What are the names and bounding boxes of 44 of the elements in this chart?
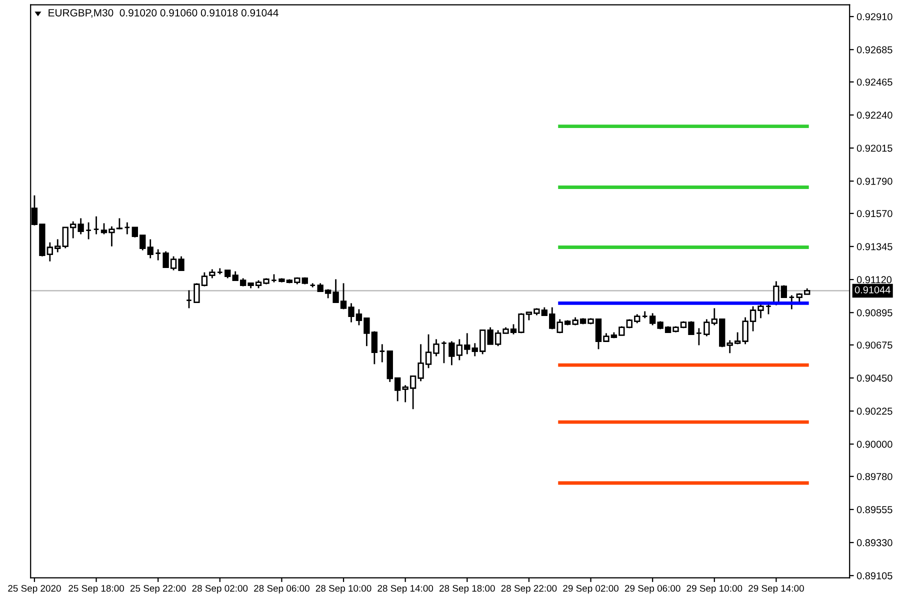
x-tick-label: 28 Sep 02:00 xyxy=(192,584,248,594)
candlestick xyxy=(154,248,162,261)
candlestick xyxy=(216,268,223,275)
x-tick-label: 29 Sep 06:00 xyxy=(624,584,680,594)
y-tick-label: 0.92015 xyxy=(856,144,892,152)
y-tick-label: 0.91345 xyxy=(856,243,892,250)
x-tick-label: 29 Sep 10:00 xyxy=(686,584,742,594)
candlestick xyxy=(93,216,100,235)
y-tick-label: 0.92910 xyxy=(856,13,892,20)
y-tick-label: 0.92465 xyxy=(856,78,892,86)
x-tick-label: 28 Sep 06:00 xyxy=(254,584,310,594)
y-tick-label: 0.91570 xyxy=(856,210,892,218)
x-tick-label: 28 Sep 10:00 xyxy=(316,584,372,594)
ref-line-label: 0.91044 xyxy=(854,286,890,294)
x-tick-label: 28 Sep 22:00 xyxy=(501,584,557,594)
y-tick-label: 0.90895 xyxy=(856,309,892,316)
y-tick-label: 0.90225 xyxy=(856,408,892,415)
x-tick-label: 28 Sep 18:00 xyxy=(440,584,495,594)
y-tick-label: 0.92240 xyxy=(856,112,892,119)
x-tick-label: 29 Sep 14:00 xyxy=(748,584,804,594)
y-tick-label: 0.90450 xyxy=(856,374,892,382)
y-tick-label: 0.89330 xyxy=(856,539,892,546)
candlestick xyxy=(85,222,92,240)
y-tick-label: 0.91120 xyxy=(856,276,892,284)
x-tick-label: 29 Sep 02:00 xyxy=(563,584,618,594)
candlestick xyxy=(124,222,130,235)
y-tick-label: 0.89780 xyxy=(856,473,892,480)
candlestick xyxy=(696,327,702,346)
candlestick xyxy=(147,238,154,259)
candlestick xyxy=(379,343,386,363)
chart-title: EURGBP,M30 0.91020 0.91060 0.91018 0.91044 xyxy=(48,9,278,18)
x-tick-label: 25 Sep 18:00 xyxy=(68,584,124,594)
y-tick-label: 0.90000 xyxy=(856,440,892,448)
y-tick-label: 0.89555 xyxy=(856,506,892,514)
y-tick-label: 0.89105 xyxy=(856,572,892,580)
y-tick-label: 0.91790 xyxy=(856,178,892,185)
y-tick-label: 0.92685 xyxy=(856,46,892,54)
x-tick-label: 25 Sep 22:00 xyxy=(130,584,186,594)
x-tick-label: 25 Sep 2020 xyxy=(8,584,61,594)
candlestick xyxy=(440,340,448,364)
candlestick xyxy=(186,290,192,309)
candlestick xyxy=(788,294,795,310)
y-tick-label: 0.90675 xyxy=(856,342,892,349)
x-tick-label: 28 Sep 14:00 xyxy=(378,584,434,594)
